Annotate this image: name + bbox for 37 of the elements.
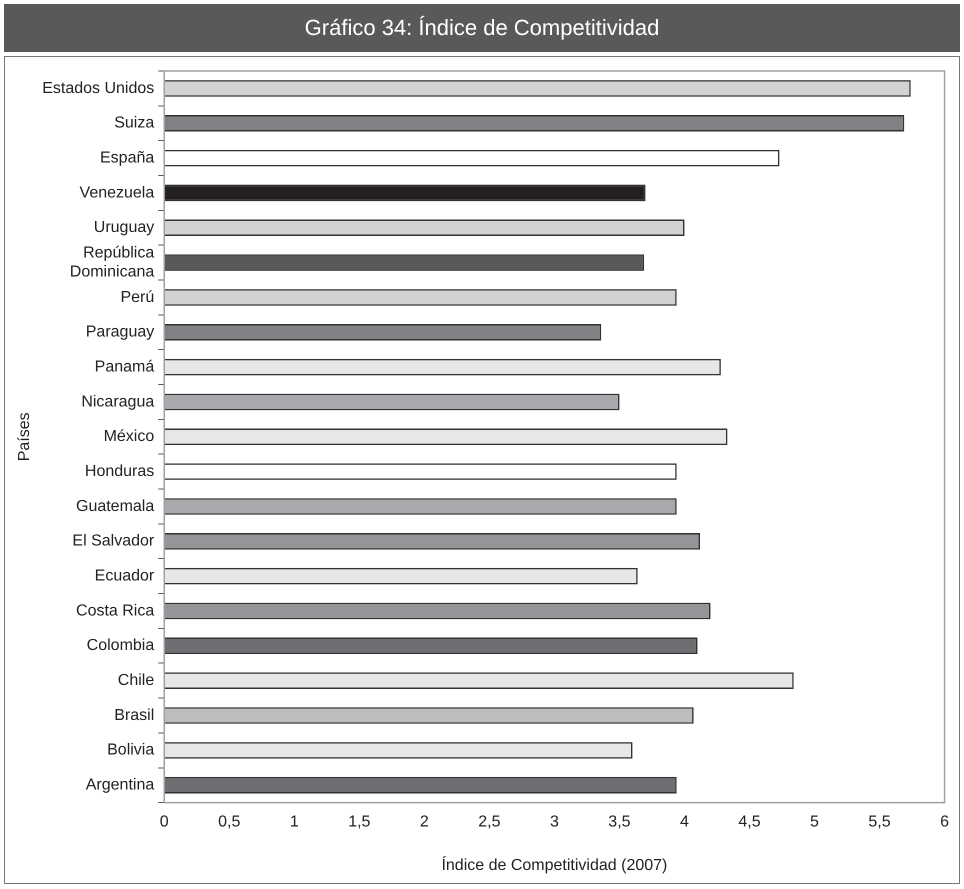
y-tick-label: Argentina	[86, 776, 154, 794]
y-tick-label: Suiza	[114, 114, 154, 132]
y-tick-label: Nicaragua	[81, 393, 154, 410]
y-tick-label: Perú	[120, 288, 154, 306]
y-tick-label: República Dominicana	[70, 244, 154, 281]
x-axis-title: Índice de Competitividad (2007)	[441, 856, 668, 874]
y-tick-label: Panamá	[94, 358, 154, 376]
x-tick-label: 4,5	[738, 814, 761, 831]
y-axis-title: Países	[16, 412, 34, 462]
y-tick-label: Costa Rica	[76, 602, 154, 620]
x-tick-label: 2,5	[478, 814, 501, 831]
y-tick-label: Chile	[118, 672, 154, 690]
x-tick-label: 4	[680, 814, 689, 831]
x-tick-label: 3,5	[608, 814, 631, 831]
x-tick-label: 2	[420, 814, 429, 831]
x-tick-label: 5	[810, 814, 820, 831]
y-tick-label: España	[100, 150, 154, 166]
x-tick-label: 1,5	[348, 814, 371, 831]
y-tick-label: Venezuela	[80, 184, 154, 202]
x-tick-label: 1	[290, 814, 299, 831]
y-tick-label: Honduras	[84, 463, 154, 480]
y-tick-label: El Salvador	[72, 532, 155, 550]
x-tick-label: 0,5	[218, 814, 241, 831]
x-tick-label: 3	[550, 814, 559, 831]
x-tick-label: 0	[160, 814, 169, 831]
y-tick-label: Paraguay	[86, 324, 154, 341]
y-tick-label: Uruguay	[94, 219, 154, 236]
y-tick-label: Estados Unidos	[42, 80, 154, 97]
y-tick-label: Ecuador	[94, 568, 155, 585]
y-tick-label: Guatemala	[76, 498, 154, 515]
y-tick-label: Brasil	[114, 706, 154, 724]
x-tick-label: 6	[940, 814, 950, 831]
y-tick-label: Bolivia	[107, 742, 154, 759]
y-tick-label: México	[104, 428, 154, 446]
y-tick-label: Colombia	[86, 637, 154, 654]
chart-title: Gráfico 34: Índice de Competitividad	[4, 4, 960, 52]
x-tick-label: 5,5	[868, 814, 891, 831]
